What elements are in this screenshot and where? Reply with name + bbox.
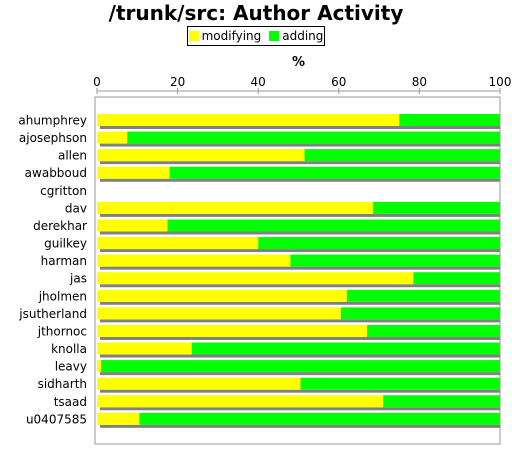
legend-item-adding: adding [269,29,323,43]
bar-shadow [100,161,500,165]
y-tick-label: allen [58,149,87,163]
bar-shadow [100,249,500,253]
bar-shadow [100,178,500,182]
bar-modifying [97,377,301,390]
bar-shadow [100,266,500,270]
bar-modifying [97,412,140,425]
y-tick-label: ahumphrey [18,114,87,128]
bar-modifying [97,131,128,144]
bar-adding [290,254,500,267]
x-tick-label: 100 [489,75,512,89]
bar-modifying [97,219,168,232]
bar-adding [167,219,500,232]
x-tick-label: 60 [331,75,346,89]
bar-adding [127,131,500,144]
bar-modifying [97,254,291,267]
bar-shadow [100,424,500,428]
bar-adding [413,272,500,285]
y-tick-label: u0407585 [26,412,87,426]
y-tick-label: jas [69,272,87,286]
legend-swatch-adding [269,31,280,41]
bar-adding [304,149,500,162]
x-axis-label: % [291,55,306,70]
bar-modifying [97,307,341,320]
bar-shadow [100,284,500,288]
y-tick-label: derekhar [33,219,87,233]
y-tick-label: harman [41,254,87,268]
bar-adding [169,166,501,179]
bar-adding [139,412,500,425]
bar-shadow [100,336,500,340]
y-tick-label: awabboud [25,166,87,180]
bar-shadow [100,126,500,129]
bar-modifying [97,324,368,337]
x-tick-label: 80 [412,75,427,89]
legend-label-adding: adding [282,29,324,43]
bar-modifying [97,360,102,373]
bar-adding [300,377,500,390]
bar-shadow [100,389,500,393]
bar-modifying [97,149,305,162]
bar-modifying [97,237,259,250]
bar-modifying [97,272,414,285]
y-tick-label: jholmen [38,289,87,303]
bar-modifying [97,342,192,355]
y-tick-label: leavy [55,360,87,374]
bar-modifying [97,114,400,126]
bar-shadow [100,143,500,147]
bar-adding [340,307,500,320]
y-tick-label: knolla [51,342,87,356]
y-tick-label: dav [65,201,87,215]
bar-shadow [100,301,500,305]
x-tick-label: 40 [251,75,266,89]
x-tick-label: 0 [93,75,101,89]
legend-label-modifying: modifying [201,29,262,43]
chart-title: /trunk/src: Author Activity [108,1,404,25]
y-tick-label: ajosephson [19,131,87,145]
bar-adding [191,342,500,355]
bar-shadow [100,213,500,217]
bar-adding [367,324,500,337]
bar-modifying [97,289,347,302]
y-tick-label: guilkey [44,237,87,251]
x-tick-label: 20 [170,75,185,89]
y-tick-label: sidharth [38,377,87,391]
bar-adding [399,114,500,126]
legend: modifying adding [187,26,325,46]
bar-shadow [100,231,500,235]
bar-modifying [97,395,384,408]
bar-adding [258,237,500,250]
bar-adding [383,395,500,408]
legend-item-modifying: modifying [188,29,262,43]
y-tick-label: jthornoc [37,324,87,338]
bar-shadow [100,372,500,376]
bar-adding [346,289,500,302]
bar-modifying [97,166,170,179]
bar-adding [373,201,500,214]
bar-shadow [100,354,500,358]
bar-modifying [97,201,374,214]
y-tick-label: tsaad [54,395,87,409]
y-tick-label: cgritton [40,184,87,198]
y-tick-label: jsutherland [18,307,87,321]
bar-shadow [100,319,500,323]
bar-adding [101,360,500,373]
legend-swatch-modifying [188,31,199,41]
bar-shadow [100,407,500,411]
